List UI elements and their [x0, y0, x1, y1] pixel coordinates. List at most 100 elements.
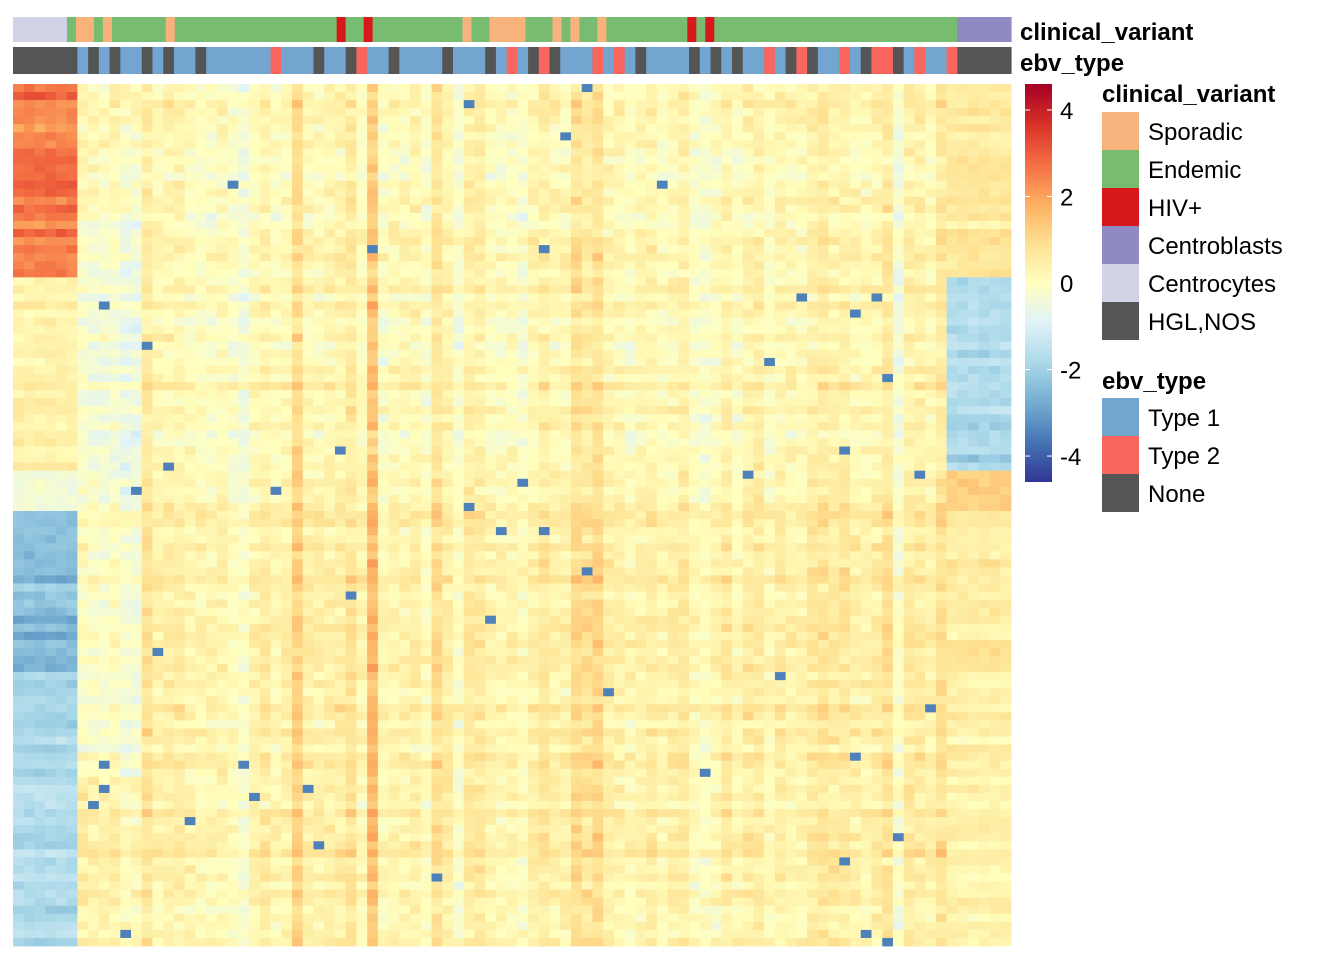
heatmap-cell: [249, 269, 261, 278]
heatmap-cell: [571, 132, 583, 141]
heatmap-cell: [163, 462, 175, 472]
heatmap-cell: [431, 486, 443, 496]
heatmap-cell: [152, 84, 164, 93]
heatmap-cell: [431, 365, 443, 375]
heatmap-cell: [678, 341, 690, 351]
heatmap-cell: [23, 341, 35, 351]
heatmap-cell: [270, 220, 282, 230]
heatmap-cell: [66, 357, 78, 367]
heatmap-cell: [581, 382, 593, 391]
heatmap-cell: [388, 269, 400, 278]
heatmap-cell: [624, 325, 636, 335]
heatmap-cell: [528, 494, 540, 504]
heatmap-cell: [34, 156, 46, 165]
heatmap-cell: [442, 124, 454, 133]
heatmap-cell: [581, 325, 593, 335]
heatmap-cell: [506, 333, 518, 343]
heatmap-cell: [442, 188, 454, 198]
heatmap-cell: [903, 156, 915, 165]
heatmap-cell: [163, 220, 175, 230]
heatmap-cell: [624, 261, 636, 270]
heatmap-cell: [817, 357, 829, 367]
heatmap-cell: [538, 180, 550, 190]
heatmap-cell: [667, 333, 679, 343]
heatmap-cell: [495, 156, 508, 165]
heatmap-cell: [195, 374, 207, 383]
heatmap-cell: [324, 382, 336, 391]
heatmap-cell: [313, 116, 325, 125]
heatmap-cell: [238, 172, 250, 182]
heatmap-cell: [206, 301, 218, 310]
heatmap-cell: [66, 301, 78, 310]
heatmap-cell: [528, 341, 540, 351]
heatmap-cell: [581, 164, 593, 174]
heatmap-cell: [603, 204, 615, 214]
heatmap-cell: [517, 204, 529, 214]
heatmap-cell: [807, 422, 819, 431]
heatmap-cell: [88, 478, 100, 488]
heatmap-cell: [420, 108, 432, 117]
heatmap-cell: [871, 148, 883, 157]
heatmap-cell: [420, 261, 432, 270]
heatmap-cell: [860, 422, 872, 431]
heatmap-cell: [281, 261, 293, 270]
heatmap-cell: [1000, 124, 1012, 133]
heatmap-cell: [23, 414, 35, 423]
heatmap-cell: [66, 406, 78, 415]
heatmap-cell: [141, 285, 153, 294]
clinical-variant-cell: [84, 17, 95, 42]
heatmap-cell: [259, 341, 271, 351]
heatmap-cell: [420, 212, 432, 222]
heatmap-cell: [517, 253, 529, 262]
heatmap-cell: [882, 374, 894, 383]
heatmap-cell: [281, 349, 293, 359]
heatmap-cell: [356, 237, 368, 246]
heatmap-cell: [195, 390, 207, 399]
heatmap-cell: [882, 132, 894, 141]
heatmap-cell: [571, 164, 583, 174]
heatmap-cell: [45, 406, 57, 415]
ebv-type-cell: [839, 47, 851, 74]
heatmap-cell: [667, 212, 679, 222]
heatmap-cell: [731, 486, 744, 496]
heatmap-cell: [367, 357, 379, 367]
heatmap-cell: [259, 470, 271, 480]
heatmap-cell: [442, 325, 454, 335]
heatmap-cell: [796, 365, 808, 375]
heatmap-cell: [399, 438, 411, 447]
heatmap-cell: [506, 422, 518, 431]
heatmap-cell: [206, 430, 218, 439]
heatmap-cell: [667, 478, 679, 488]
heatmap-cell: [506, 188, 518, 198]
heatmap-cell: [367, 277, 379, 286]
heatmap-cell: [334, 229, 347, 238]
heatmap-cell: [485, 406, 497, 415]
clinical-variant-cell: [138, 17, 149, 42]
heatmap-cell: [206, 92, 218, 101]
heatmap-cell: [925, 269, 937, 278]
heatmap-cell: [23, 100, 35, 109]
heatmap-cell: [689, 277, 701, 286]
ebv-type-cell: [892, 47, 905, 74]
heatmap-cell: [163, 172, 175, 182]
heatmap-cell: [892, 478, 905, 488]
heatmap-cell: [646, 293, 658, 302]
heatmap-cell: [238, 349, 250, 359]
heatmap-cell: [420, 478, 432, 488]
ebv-type-cell: [571, 47, 583, 74]
heatmap-cell: [216, 438, 229, 447]
heatmap-cell: [292, 92, 304, 101]
heatmap-cell: [978, 478, 990, 488]
heatmap-cell: [55, 100, 68, 109]
heatmap-cell: [957, 293, 969, 302]
heatmap-cell: [163, 357, 175, 367]
heatmap-cell: [249, 148, 261, 157]
heatmap-cell: [120, 446, 132, 455]
heatmap-cell: [66, 430, 78, 439]
heatmap-cell: [292, 188, 304, 198]
heatmap-cell: [635, 406, 647, 415]
heatmap-cell: [399, 365, 411, 375]
heatmap-cell: [914, 406, 926, 415]
heatmap-cell: [656, 108, 668, 117]
heatmap-cell: [270, 382, 282, 391]
